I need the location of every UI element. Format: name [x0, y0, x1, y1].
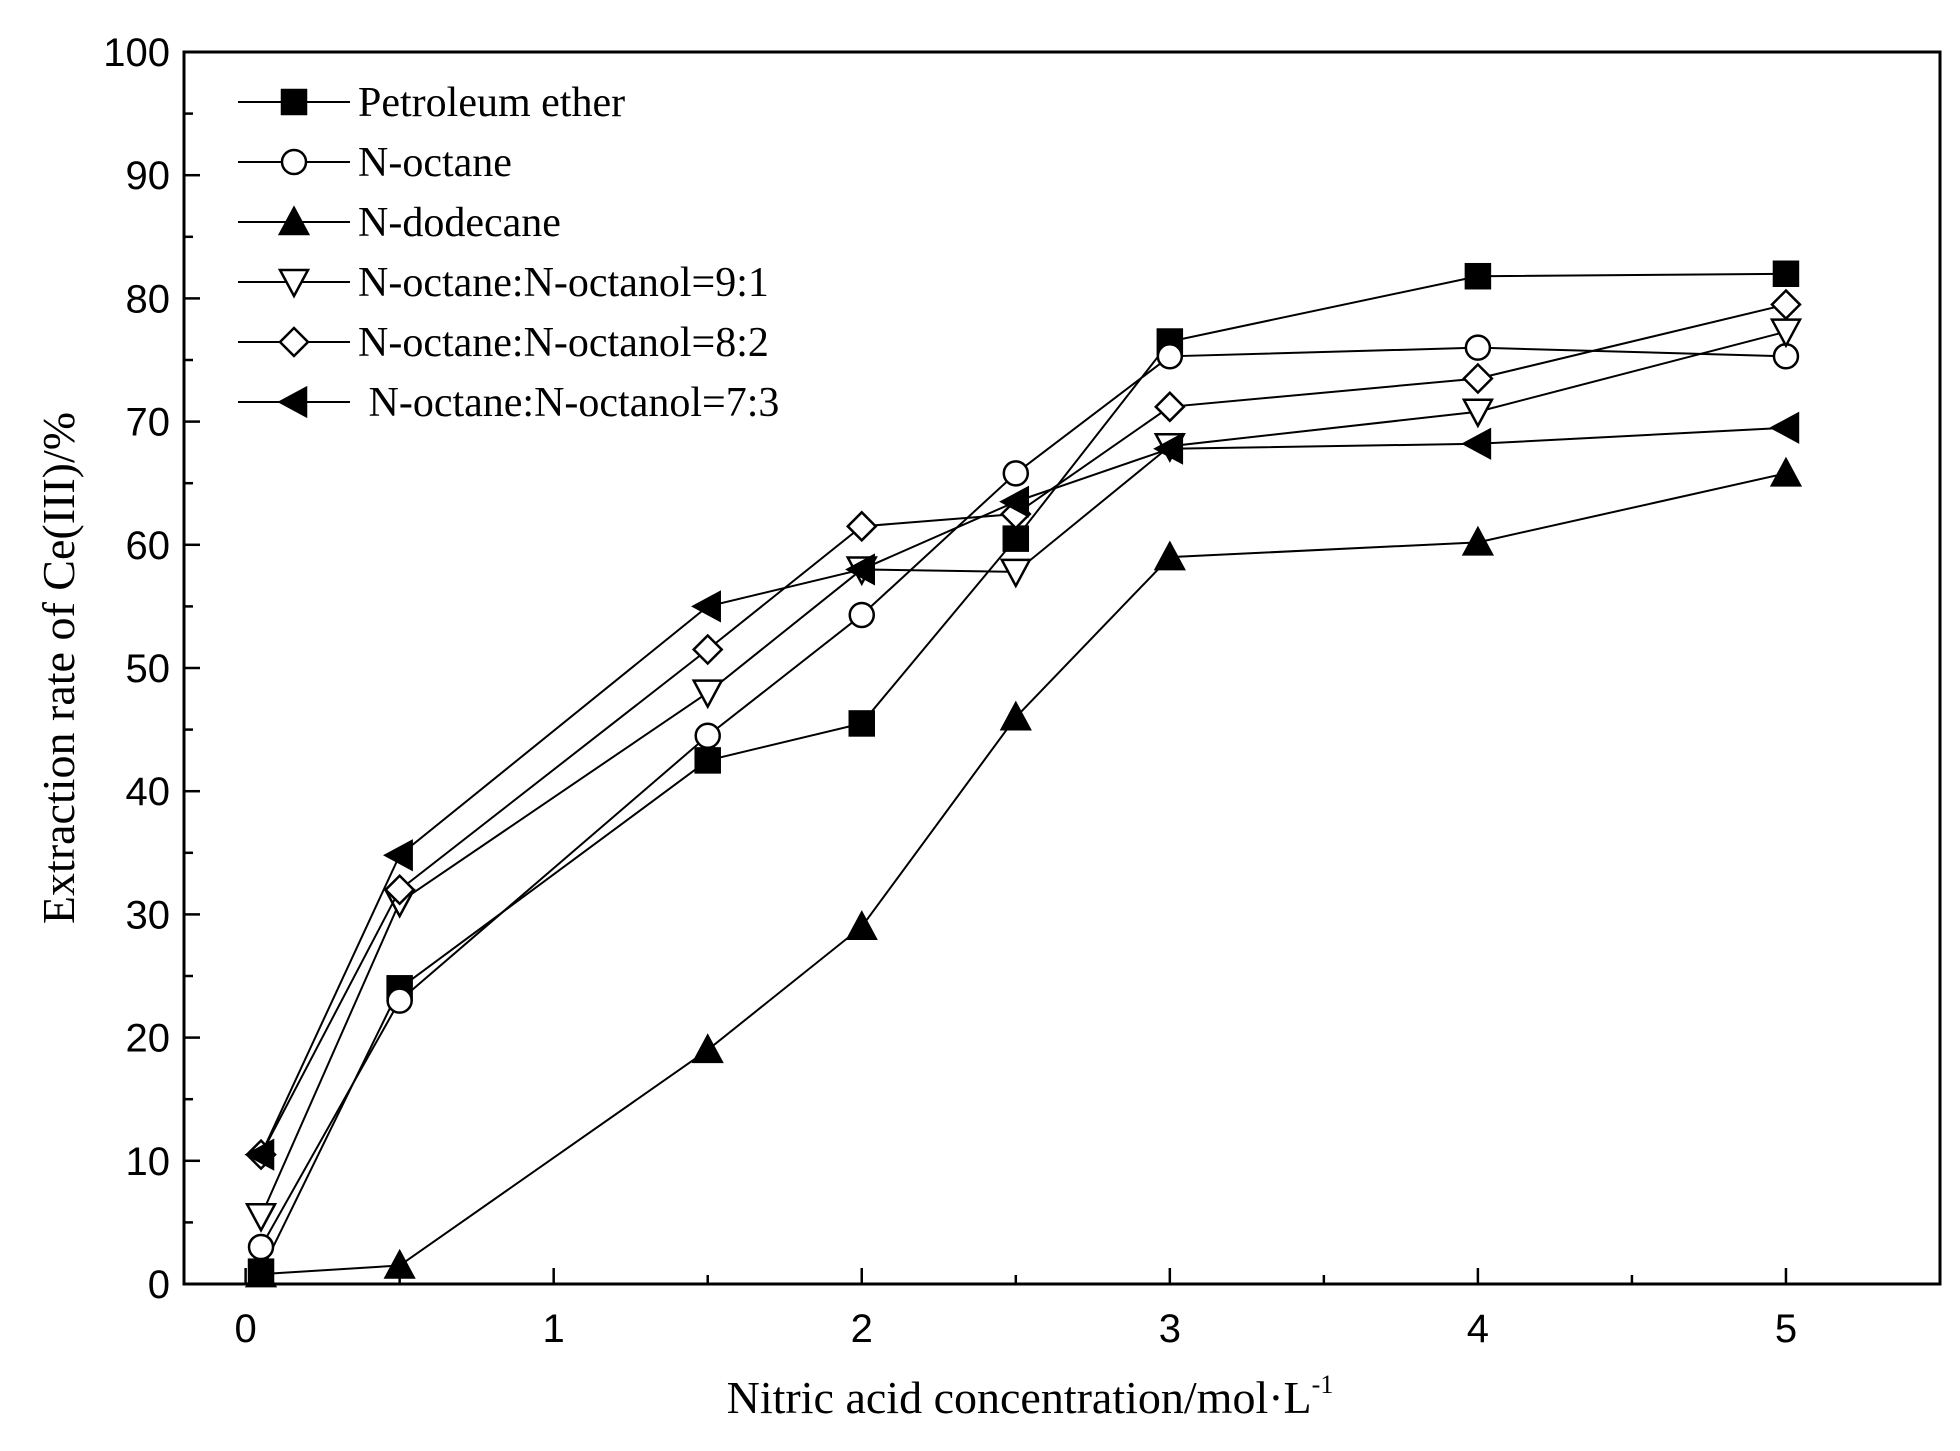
- x-tick-label: 0: [234, 1307, 256, 1351]
- data-point-triangle-left: [277, 385, 308, 419]
- data-point-triangle-up: [691, 1033, 724, 1064]
- data-point-diamond: [1462, 362, 1494, 395]
- data-point-circle: [1156, 343, 1184, 370]
- data-point-diamond: [1154, 391, 1186, 423]
- series-2: [247, 334, 1800, 1261]
- x-axis-title: Nitric acid concentration/mol·L-1: [727, 1370, 1334, 1423]
- data-point-triangle-left: [1769, 411, 1800, 444]
- x-tick-label: 4: [1467, 1307, 1489, 1351]
- data-point-diamond: [691, 633, 724, 666]
- data-point-circle: [694, 722, 721, 750]
- data-point-triangle-up: [277, 205, 311, 236]
- y-tick-label: 60: [126, 524, 171, 568]
- series-5: [245, 288, 1802, 1171]
- data-point-triangle-up: [999, 700, 1032, 731]
- data-point-circle: [386, 987, 413, 1014]
- data-point-triangle-up: [383, 1248, 416, 1279]
- legend-item: N-octane: [238, 140, 512, 186]
- data-point-circle: [247, 1233, 275, 1261]
- legend-item: N-octane:N-octanol=7:3: [238, 380, 779, 426]
- data-point-square: [1772, 260, 1800, 288]
- data-point-triangle-left: [845, 553, 876, 586]
- series-line: [260, 330, 1787, 1217]
- data-point-circle: [848, 601, 876, 629]
- series-line: [260, 303, 1787, 1156]
- y-tick-label: 80: [126, 277, 171, 321]
- data-point-diamond: [845, 510, 878, 543]
- data-point-triangle-left: [1153, 432, 1184, 465]
- series-4: [244, 318, 1803, 1233]
- data-point-diamond: [1770, 288, 1802, 321]
- series-layer: [244, 260, 1803, 1288]
- legend-item: N-dodecane: [238, 200, 561, 246]
- y-tick-label: 90: [126, 154, 171, 198]
- x-tick-label: 5: [1775, 1307, 1797, 1351]
- y-tick-label: 100: [103, 31, 170, 75]
- data-point-triangle-left: [244, 1138, 275, 1171]
- y-tick-label: 50: [126, 647, 171, 691]
- data-point-square: [694, 747, 721, 774]
- series-line: [260, 472, 1787, 1276]
- legend-label: N-dodecane: [358, 200, 561, 246]
- series-line: [260, 272, 1786, 1273]
- legend-label: N-octane: [358, 140, 512, 186]
- data-point-circle: [280, 148, 308, 176]
- data-point-triangle-left: [383, 839, 413, 872]
- data-point-square: [848, 710, 876, 737]
- data-point-triangle-up: [845, 910, 878, 940]
- data-point-square: [1002, 525, 1030, 552]
- y-tick-label: 20: [126, 1017, 171, 1061]
- data-point-triangle-down: [999, 558, 1032, 589]
- data-point-square: [1464, 262, 1492, 290]
- data-point-triangle-down: [277, 268, 311, 299]
- data-point-triangle-up: [244, 1257, 278, 1288]
- legend-label: N-octane:N-octanol=9:1: [358, 260, 769, 306]
- data-point-triangle-up: [1769, 456, 1803, 487]
- y-tick-label: 40: [126, 770, 171, 814]
- legend-label: Petroleum ether: [358, 80, 625, 126]
- x-tick-label: 2: [851, 1307, 873, 1351]
- data-point-triangle-up: [1461, 525, 1494, 556]
- series-line: [260, 346, 1786, 1248]
- data-point-triangle-left: [999, 485, 1030, 518]
- data-point-triangle-down: [1461, 398, 1494, 429]
- y-tick-label: 10: [126, 1140, 171, 1184]
- y-tick-label: 30: [126, 893, 171, 937]
- y-axis-ticks: 0 10 20 30 40 50 60 70 80 90 100: [103, 31, 200, 1307]
- data-point-triangle-down: [244, 1202, 278, 1233]
- legend-label: N-octane:N-octanol=7:3: [358, 380, 779, 426]
- data-point-diamond: [278, 326, 310, 358]
- legend-item: N-octane:N-octanol=8:2: [238, 320, 769, 366]
- y-axis-title: Extraction rate of Ce(III)/%: [33, 412, 84, 924]
- data-point-circle: [1464, 334, 1492, 361]
- data-point-triangle-left: [691, 590, 721, 623]
- legend-item: N-octane:N-octanol=9:1: [238, 260, 769, 306]
- legend-item: Petroleum ether: [238, 80, 625, 126]
- data-point-triangle-down: [691, 679, 724, 710]
- minor-ticks: [184, 112, 1942, 1284]
- y-tick-label: 0: [148, 1263, 170, 1307]
- data-point-triangle-down: [1769, 318, 1803, 349]
- x-tick-label: 1: [543, 1307, 565, 1351]
- data-point-diamond: [383, 873, 416, 906]
- series-line: [260, 426, 1787, 1156]
- series-6: [244, 411, 1800, 1171]
- x-axis-ticks: 0 1 2 3 4 5: [234, 1268, 1797, 1351]
- x-tick-label: 3: [1159, 1307, 1181, 1351]
- data-point-triangle-left: [1461, 427, 1492, 460]
- legend-label: N-octane:N-octanol=8:2: [358, 320, 769, 366]
- x-axis-title-text: Nitric acid concentration/mol·L: [727, 1372, 1312, 1423]
- data-point-square: [280, 88, 308, 116]
- y-tick-label: 70: [126, 401, 171, 445]
- series-3: [244, 456, 1803, 1288]
- data-point-circle: [1002, 460, 1030, 487]
- data-point-triangle-up: [1153, 540, 1186, 571]
- x-axis-title-superscript: -1: [1312, 1370, 1334, 1399]
- legend: Petroleum ether N-octane N-dodecane N-octan…: [238, 80, 779, 426]
